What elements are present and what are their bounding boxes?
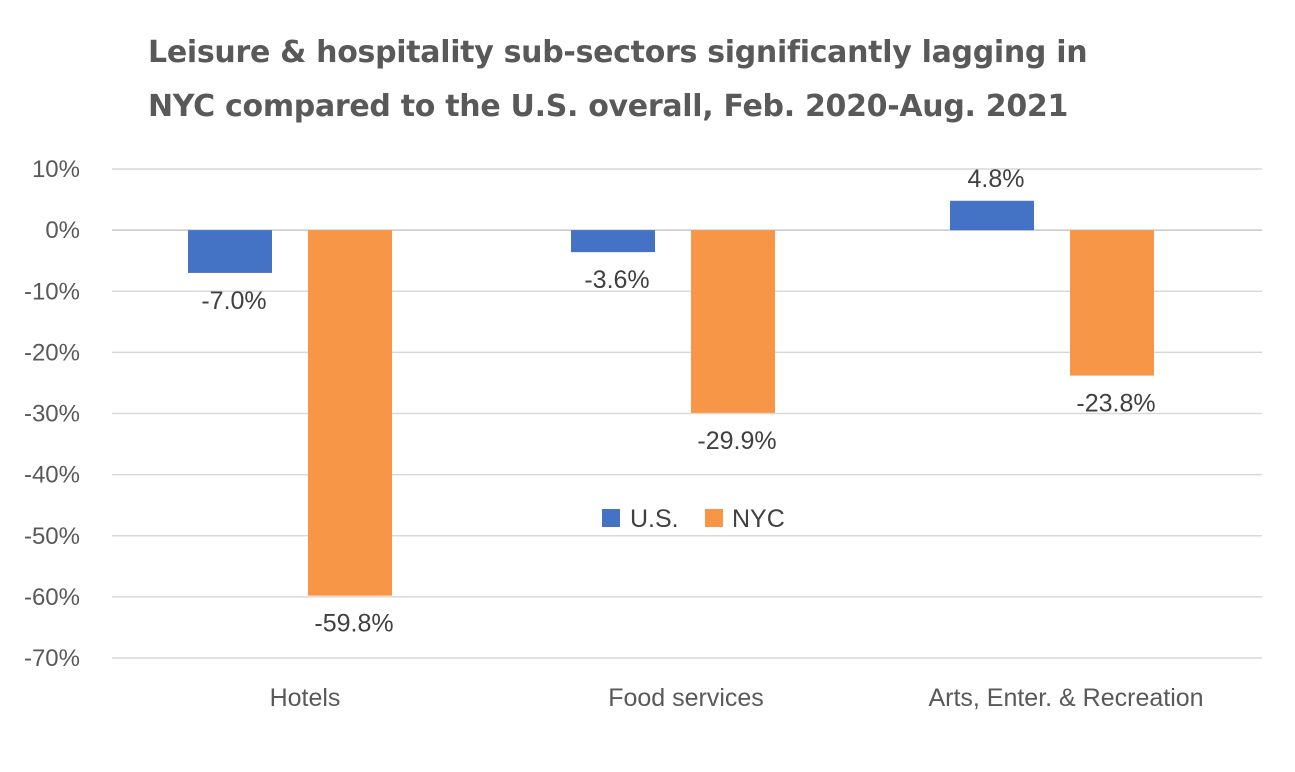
- y-tick-label-6: -50%: [24, 523, 80, 550]
- bar-us-1: [571, 230, 655, 253]
- bars: [188, 200, 1154, 596]
- category-label-1: Food services: [608, 684, 764, 712]
- y-tick-label-5: -40%: [24, 462, 80, 489]
- legend: U.S. NYC: [602, 505, 785, 533]
- data-label-us-1: -3.6%: [584, 266, 649, 294]
- y-tick-label-4: -30%: [24, 401, 80, 428]
- y-tick-label-2: -10%: [24, 278, 80, 305]
- y-tick-label-1: 0%: [45, 217, 80, 244]
- chart-title-line-1: Leisure & hospitality sub-sectors signif…: [148, 35, 1088, 70]
- category-label-0: Hotels: [270, 684, 341, 712]
- data-label-us-0: -7.0%: [201, 287, 266, 315]
- y-tick-label-7: -60%: [24, 584, 80, 611]
- data-label-nyc-0: -59.8%: [314, 610, 393, 638]
- data-label-nyc-1: -29.9%: [697, 427, 776, 455]
- x-axis-category-labels: Hotels Food services Arts, Enter. & Recrea…: [270, 684, 1204, 712]
- bar-nyc-1: [691, 230, 775, 413]
- legend-swatch-nyc: [705, 509, 723, 527]
- legend-label-us: U.S.: [630, 505, 679, 533]
- data-label-nyc-2: -23.8%: [1076, 390, 1155, 418]
- bar-us-2: [950, 200, 1034, 231]
- chart-title-line-2: NYC compared to the U.S. overall, Feb. 2…: [148, 89, 1069, 124]
- category-label-2: Arts, Enter. & Recreation: [928, 684, 1203, 712]
- y-axis-tick-labels: 10% 0% -10% -20% -30% -40% -50% -60% -70%: [24, 156, 80, 672]
- y-tick-label-0: 10%: [32, 156, 80, 183]
- bar-nyc-2: [1070, 230, 1154, 376]
- chart-title: Leisure & hospitality sub-sectors signif…: [148, 26, 1248, 134]
- bar-nyc-0: [308, 230, 392, 596]
- y-tick-label-3: -20%: [24, 339, 80, 366]
- legend-swatch-us: [602, 509, 620, 527]
- data-labels: -7.0% -3.6% 4.8% -59.8% -29.9% -23.8%: [201, 165, 1155, 638]
- legend-label-nyc: NYC: [732, 505, 785, 533]
- bar-us-0: [188, 230, 272, 273]
- data-label-us-2: 4.8%: [968, 165, 1025, 193]
- y-tick-label-8: -70%: [24, 645, 80, 672]
